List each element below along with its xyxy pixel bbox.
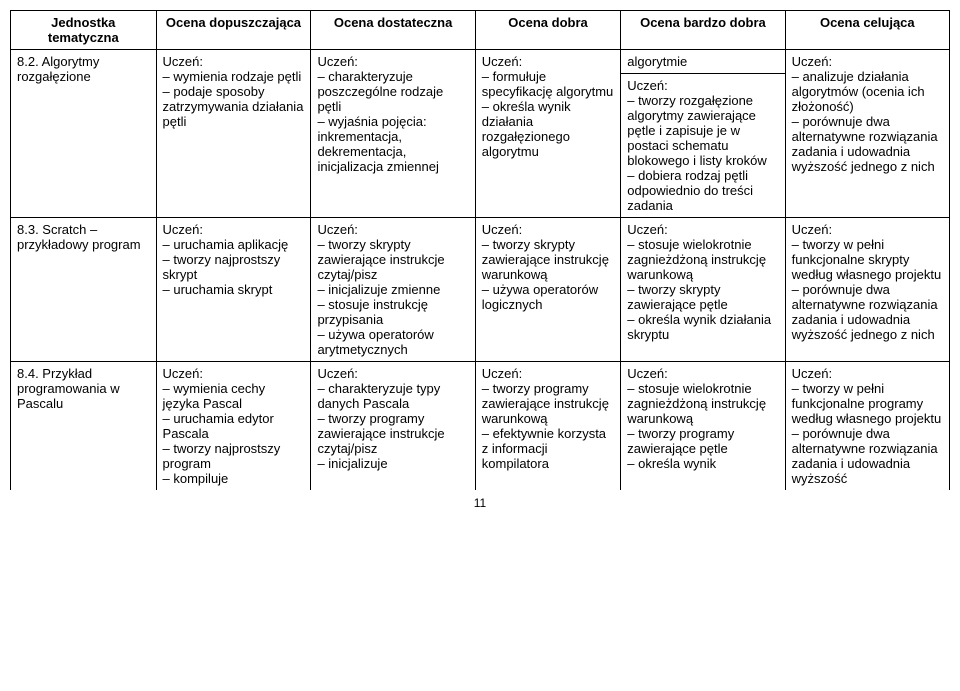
table-cell: Uczeń:– charakteryzuje poszczególne rodz…	[311, 50, 475, 218]
spillover-cell: algorytmie	[621, 50, 785, 74]
table-cell: Uczeń:– tworzy w pełni funkcjonalne skry…	[785, 218, 949, 362]
row-title: 8.3. Scratch – przykładowy program	[11, 218, 157, 362]
table-cell: Uczeń:– uruchamia aplikację– tworzy najp…	[156, 218, 311, 362]
table-cell: Uczeń:– tworzy rozgałęzione algorytmy za…	[621, 74, 785, 218]
header-c2: Ocena dopuszczająca	[156, 11, 311, 50]
header-row: Jednostka tematyczna Ocena dopuszczająca…	[11, 11, 950, 50]
table-cell: Uczeń:– wymienia cechy języka Pascal– ur…	[156, 362, 311, 491]
page-number: 11	[10, 496, 950, 510]
table-row: 8.3. Scratch – przykładowy program Uczeń…	[11, 218, 950, 362]
table-cell: Uczeń:– formułuje specyfikację algorytmu…	[475, 50, 621, 218]
header-c5: Ocena bardzo dobra	[621, 11, 785, 50]
grading-table: Jednostka tematyczna Ocena dopuszczająca…	[10, 10, 950, 490]
page-container: Jednostka tematyczna Ocena dopuszczająca…	[0, 0, 960, 510]
spillover-row: 8.2. Algorytmy rozgałęzione Uczeń:– wymi…	[11, 50, 950, 74]
table-cell: Uczeń:– stosuje wielokrotnie zagnieżdżon…	[621, 218, 785, 362]
table-cell: Uczeń:– tworzy programy zawierające inst…	[475, 362, 621, 491]
table-row: 8.4. Przykład programowania w Pascalu Uc…	[11, 362, 950, 491]
row-title: 8.4. Przykład programowania w Pascalu	[11, 362, 157, 491]
header-c6: Ocena celująca	[785, 11, 949, 50]
table-cell: Uczeń:– tworzy w pełni funkcjonalne prog…	[785, 362, 949, 491]
header-c4: Ocena dobra	[475, 11, 621, 50]
header-c3: Ocena dostateczna	[311, 11, 475, 50]
table-cell: Uczeń:– tworzy skrypty zawierające instr…	[311, 218, 475, 362]
header-c1: Jednostka tematyczna	[11, 11, 157, 50]
table-cell: Uczeń:– charakteryzuje typy danych Pasca…	[311, 362, 475, 491]
row-title: 8.2. Algorytmy rozgałęzione	[11, 50, 157, 218]
table-cell: Uczeń:– analizuje działania algorytmów (…	[785, 50, 949, 218]
table-cell: Uczeń:– stosuje wielokrotnie zagnieżdżon…	[621, 362, 785, 491]
table-cell: Uczeń:– wymienia rodzaje pętli– podaje s…	[156, 50, 311, 218]
table-cell: Uczeń:– tworzy skrypty zawierające instr…	[475, 218, 621, 362]
